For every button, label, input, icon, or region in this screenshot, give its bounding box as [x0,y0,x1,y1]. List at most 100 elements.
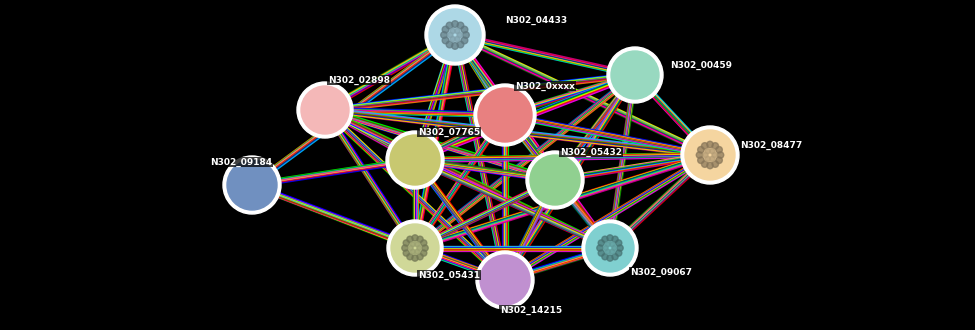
Circle shape [602,254,608,260]
Circle shape [410,249,415,254]
Circle shape [223,156,281,214]
Circle shape [710,156,715,161]
Circle shape [712,152,717,157]
Circle shape [387,220,443,276]
Text: N302_09184: N302_09184 [210,157,272,167]
Circle shape [443,37,449,44]
Circle shape [407,236,413,243]
Circle shape [410,242,415,247]
Circle shape [403,240,409,246]
Circle shape [409,246,413,250]
Circle shape [417,254,423,260]
Circle shape [227,160,277,210]
Circle shape [391,224,439,272]
Circle shape [612,236,618,243]
Circle shape [685,130,735,180]
Circle shape [609,249,614,254]
Circle shape [698,157,704,163]
Circle shape [606,255,613,261]
Circle shape [417,236,423,243]
Circle shape [480,255,530,305]
Circle shape [530,155,580,205]
Circle shape [609,242,614,247]
Text: N302_09067: N302_09067 [630,267,692,277]
Circle shape [411,255,418,261]
Circle shape [607,47,663,103]
Text: N302_05431: N302_05431 [418,270,480,280]
Circle shape [411,235,418,241]
Text: N302_0xxxx: N302_0xxxx [515,82,575,90]
Circle shape [451,43,458,49]
Circle shape [615,240,622,246]
Circle shape [297,82,353,138]
Circle shape [451,21,458,27]
Text: N302_08477: N302_08477 [740,141,802,149]
Circle shape [402,245,409,251]
Circle shape [707,141,714,148]
Circle shape [422,245,428,251]
Circle shape [703,152,708,157]
Circle shape [447,41,453,48]
Circle shape [390,135,440,185]
Circle shape [407,254,413,260]
Circle shape [461,26,468,33]
Circle shape [615,250,622,256]
Circle shape [611,51,659,99]
Circle shape [605,242,610,247]
Circle shape [425,5,485,65]
Circle shape [450,28,455,34]
Text: N302_14215: N302_14215 [500,306,563,314]
Circle shape [420,240,427,246]
Circle shape [598,240,604,246]
Circle shape [420,250,427,256]
Circle shape [457,32,462,38]
Circle shape [696,152,703,158]
Circle shape [705,148,710,153]
Circle shape [454,36,460,42]
Circle shape [705,156,710,161]
Text: N302_04433: N302_04433 [505,16,567,24]
Circle shape [417,246,422,250]
Circle shape [606,235,613,241]
Text: N302_02898: N302_02898 [328,76,390,84]
Text: N302_07765: N302_07765 [418,127,480,137]
Circle shape [457,22,464,29]
Circle shape [386,131,444,189]
Circle shape [462,32,469,38]
Circle shape [526,151,584,209]
Circle shape [450,36,455,42]
Circle shape [701,143,708,149]
Circle shape [612,254,618,260]
Circle shape [701,161,708,167]
Circle shape [612,246,617,250]
Circle shape [602,236,608,243]
Circle shape [301,86,349,134]
Text: N302_00459: N302_00459 [670,60,732,70]
Circle shape [414,249,419,254]
Circle shape [712,161,719,167]
Circle shape [718,152,723,158]
Circle shape [448,32,453,38]
Circle shape [457,41,464,48]
Circle shape [712,143,719,149]
Circle shape [441,32,448,38]
Circle shape [598,250,604,256]
Circle shape [414,242,419,247]
Circle shape [476,251,534,309]
Circle shape [403,250,409,256]
Circle shape [716,157,722,163]
Circle shape [443,26,449,33]
Circle shape [447,22,453,29]
Circle shape [605,249,610,254]
Circle shape [617,245,623,251]
Circle shape [454,28,460,34]
Circle shape [586,224,634,272]
Text: N302_05432: N302_05432 [560,148,622,156]
Circle shape [707,162,714,169]
Circle shape [597,245,604,251]
Circle shape [429,9,481,61]
Circle shape [698,147,704,153]
Circle shape [478,88,532,142]
Circle shape [716,147,722,153]
Circle shape [710,148,715,153]
